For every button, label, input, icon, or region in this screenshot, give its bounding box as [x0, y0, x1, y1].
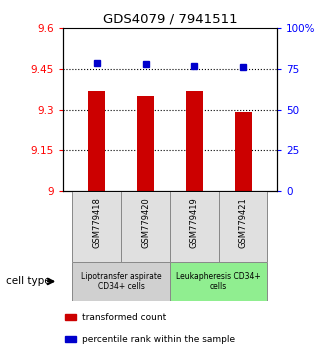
- Bar: [186, 91, 203, 191]
- Text: Lipotransfer aspirate
CD34+ cells: Lipotransfer aspirate CD34+ cells: [81, 272, 161, 291]
- Text: percentile rank within the sample: percentile rank within the sample: [82, 335, 235, 344]
- Bar: [137, 96, 154, 191]
- Bar: [235, 113, 251, 191]
- Bar: [170, 262, 267, 301]
- Bar: [121, 191, 170, 262]
- Text: Leukapheresis CD34+
cells: Leukapheresis CD34+ cells: [176, 272, 261, 291]
- Text: GSM779420: GSM779420: [141, 197, 150, 247]
- Bar: [65, 314, 77, 320]
- Title: GDS4079 / 7941511: GDS4079 / 7941511: [103, 13, 237, 26]
- Text: transformed count: transformed count: [82, 313, 166, 322]
- Bar: [65, 336, 77, 342]
- Text: GSM779419: GSM779419: [190, 197, 199, 247]
- Text: cell type: cell type: [6, 276, 51, 286]
- Bar: [88, 91, 105, 191]
- Bar: [73, 262, 170, 301]
- Text: GSM779421: GSM779421: [239, 197, 248, 247]
- Text: GSM779418: GSM779418: [92, 197, 101, 248]
- Bar: [73, 191, 121, 262]
- Bar: [219, 191, 267, 262]
- Bar: [170, 191, 219, 262]
